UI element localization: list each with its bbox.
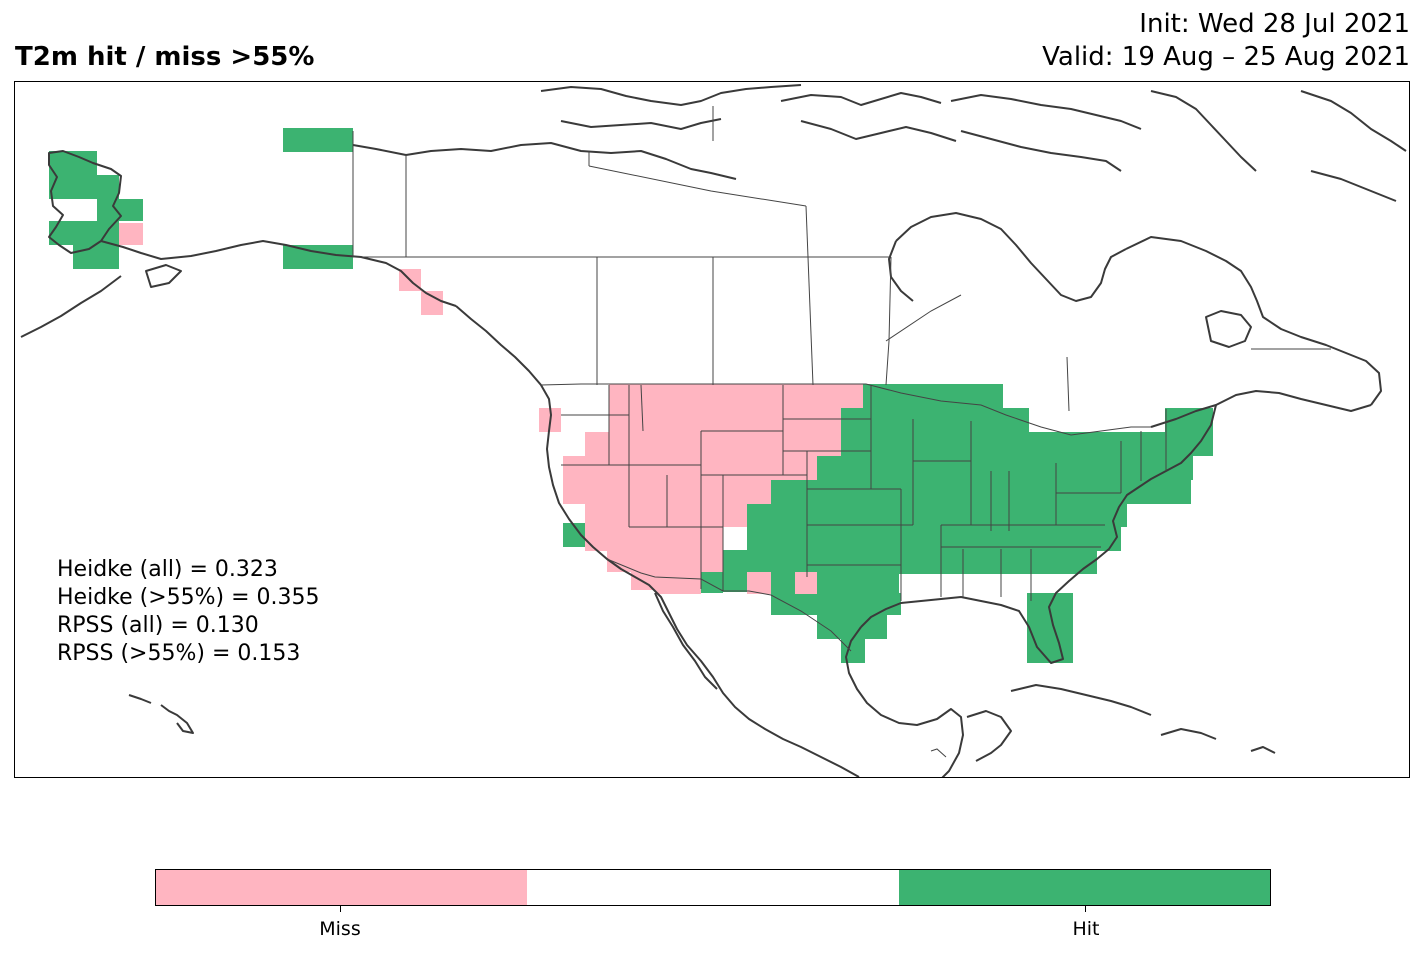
hit-cell bbox=[563, 523, 585, 547]
miss-cell bbox=[655, 572, 701, 594]
hit-cell bbox=[841, 432, 1071, 456]
rpss-all-score: RPSS (all) = 0.130 bbox=[57, 613, 259, 638]
hit-cell bbox=[283, 128, 353, 152]
hit-cell bbox=[819, 571, 841, 593]
valid-period: Valid: 19 Aug – 25 Aug 2021 bbox=[1042, 42, 1410, 72]
hit-cell bbox=[841, 639, 865, 663]
colorbar-neutral-segment bbox=[527, 870, 899, 905]
hit-cell bbox=[863, 384, 1003, 408]
hit-cell bbox=[771, 480, 1191, 504]
miss-cell bbox=[563, 456, 817, 480]
colorbar-miss-label: Miss bbox=[319, 918, 361, 940]
colorbar-miss-tick bbox=[340, 906, 341, 912]
hit-cell bbox=[1177, 432, 1213, 456]
hit-cell bbox=[863, 408, 1029, 432]
colorbar bbox=[155, 869, 1271, 906]
hit-cell bbox=[97, 199, 143, 221]
verification-stats: Heidke (all) = 0.323 Heidke (>55%) = 0.3… bbox=[57, 556, 320, 668]
miss-cell bbox=[747, 572, 771, 594]
miss-cell bbox=[607, 550, 723, 572]
heidke-55-score: Heidke (>55%) = 0.355 bbox=[57, 585, 320, 610]
colorbar-hit-label: Hit bbox=[1072, 918, 1100, 940]
colorbar-miss-segment bbox=[156, 870, 528, 905]
hit-cell bbox=[1027, 639, 1073, 663]
hit-cell bbox=[49, 221, 119, 245]
miss-cell bbox=[421, 291, 443, 315]
map-panel bbox=[14, 81, 1410, 778]
hit-cell bbox=[841, 408, 863, 432]
hit-cell bbox=[73, 245, 119, 269]
hit-cell bbox=[817, 615, 887, 639]
hit-cell bbox=[283, 245, 353, 269]
miss-cell bbox=[585, 527, 723, 551]
heidke-all-score: Heidke (all) = 0.323 bbox=[57, 557, 278, 582]
miss-cell bbox=[609, 408, 841, 432]
hit-cell bbox=[817, 456, 1193, 480]
hit-cell bbox=[49, 175, 119, 199]
political-borders bbox=[352, 106, 1331, 758]
coastlines bbox=[20, 84, 1407, 777]
rpss-55-score: RPSS (>55%) = 0.153 bbox=[57, 641, 301, 666]
miss-cell bbox=[585, 432, 841, 456]
hit-cell bbox=[1027, 617, 1073, 641]
map-title: T2m hit / miss >55% bbox=[15, 42, 315, 72]
miss-cell bbox=[795, 572, 817, 594]
miss-cell bbox=[119, 223, 143, 245]
colorbar-hit-tick bbox=[1085, 906, 1086, 912]
colorbar-hit-segment bbox=[898, 870, 1270, 905]
hit-cell bbox=[723, 550, 1097, 574]
miss-cell bbox=[585, 503, 747, 527]
init-date: Init: Wed 28 Jul 2021 bbox=[1139, 9, 1410, 39]
hit-cell bbox=[747, 503, 1127, 527]
hit-cell bbox=[1071, 432, 1177, 456]
hit-cell bbox=[771, 593, 901, 615]
north-america-map bbox=[20, 84, 1407, 777]
miss-cell bbox=[609, 384, 863, 408]
